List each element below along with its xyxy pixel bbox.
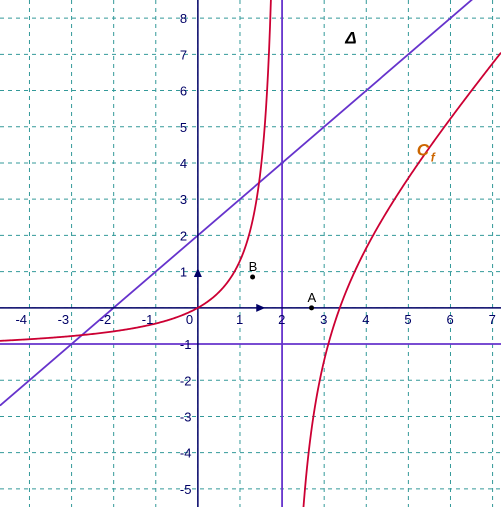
tick-labels: -4 -3 -2 -1 1 2 3 4 5 6 7 -5 -4 -3 -2 -1 1 2 3 4 5 6 7 8 0 [15,11,495,497]
svg-text:4: 4 [180,156,187,171]
asymptotes [0,0,501,507]
grid [0,0,501,507]
svg-text:5: 5 [180,120,187,135]
svg-text:0: 0 [186,312,193,327]
point-label-b: B [249,259,258,274]
svg-text:3: 3 [180,192,187,207]
cf-label: C [417,141,430,160]
svg-text:1: 1 [236,312,243,327]
math-chart: -4-3-2-11234567-5-4-3-2-1123456780ABΔCf [0,0,501,507]
svg-text:5: 5 [404,312,411,327]
svg-text:-1: -1 [142,312,154,327]
svg-text:7: 7 [180,47,187,62]
svg-text:-2: -2 [100,312,112,327]
svg-text:6: 6 [446,312,453,327]
svg-text:-4: -4 [180,446,192,461]
svg-text:3: 3 [320,312,327,327]
svg-text:-3: -3 [58,312,70,327]
delta-label: Δ [344,28,356,47]
svg-text:4: 4 [362,312,369,327]
svg-text:1: 1 [180,265,187,280]
svg-text:7: 7 [489,312,496,327]
svg-text:-2: -2 [180,373,192,388]
svg-text:2: 2 [278,312,285,327]
svg-text:-1: -1 [180,337,192,352]
axes [0,0,501,507]
svg-text:-5: -5 [180,482,192,497]
svg-text:-3: -3 [180,409,192,424]
curve-cf [0,0,501,507]
svg-text:2: 2 [180,228,187,243]
point-label-a: A [308,290,317,305]
svg-text:8: 8 [180,11,187,26]
svg-text:-4: -4 [15,312,27,327]
svg-text:6: 6 [180,84,187,99]
